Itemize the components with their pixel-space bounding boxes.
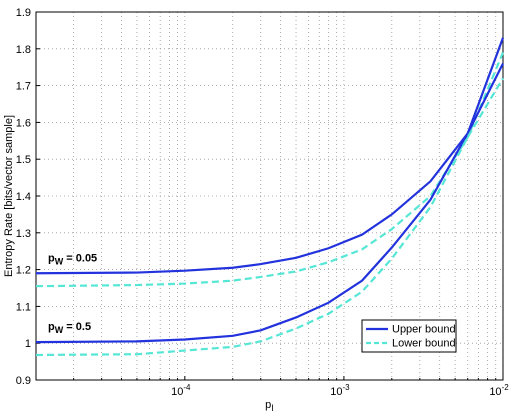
- legend-label: Lower bound: [392, 338, 456, 350]
- annotation-main: p: [48, 321, 55, 333]
- y-tick-label: 1.5: [16, 154, 31, 166]
- y-tick-label: 1.2: [16, 265, 31, 277]
- x-tick-exponent: -3: [342, 383, 350, 392]
- x-tick-base: 10: [330, 386, 342, 398]
- x-tick-base: 10: [489, 386, 501, 398]
- x-tick-label: 10-3: [330, 383, 350, 398]
- x-tick-exponent: -4: [183, 383, 191, 392]
- x-axis-label-sub: I: [271, 403, 274, 413]
- x-tick-base: 10: [171, 386, 183, 398]
- series-line: [35, 63, 504, 344]
- x-tick-exponent: -2: [502, 383, 510, 392]
- series-line: [35, 77, 504, 357]
- y-tick-label: 1.6: [16, 117, 31, 129]
- annotation-sub: W: [55, 256, 64, 266]
- y-tick-label: 1.8: [16, 44, 31, 56]
- x-axis-label: pI: [265, 399, 274, 413]
- annotation-main: p: [48, 252, 55, 264]
- x-axis-label-main: p: [265, 399, 271, 411]
- y-tick-label: 1.7: [16, 81, 31, 93]
- y-tick-label: 1.4: [16, 191, 31, 203]
- series-line: [35, 37, 505, 275]
- annotation: pW = 0.5: [48, 321, 91, 335]
- x-tick-label: 10-4: [171, 383, 191, 398]
- plot-frame: [35, 11, 504, 381]
- y-tick-label: 1.1: [16, 301, 31, 313]
- y-tick-label: 1.3: [16, 228, 31, 240]
- series-line: [35, 52, 505, 288]
- annotation-sub: W: [55, 325, 64, 335]
- y-tick-label: 0.9: [16, 375, 31, 387]
- annotation-rest: = 0.5: [63, 321, 91, 333]
- y-axis-label: Entropy Rate [bits/vector sample]: [3, 115, 15, 277]
- legend-box: [361, 319, 457, 353]
- y-tick-label: 1.9: [16, 7, 31, 19]
- y-tick-label: 1: [25, 338, 31, 350]
- x-tick-label: 10-2: [489, 383, 509, 398]
- annotation-rest: = 0.05: [63, 252, 97, 264]
- legend-label: Upper bound: [392, 324, 456, 336]
- annotation: pW = 0.05: [48, 252, 97, 266]
